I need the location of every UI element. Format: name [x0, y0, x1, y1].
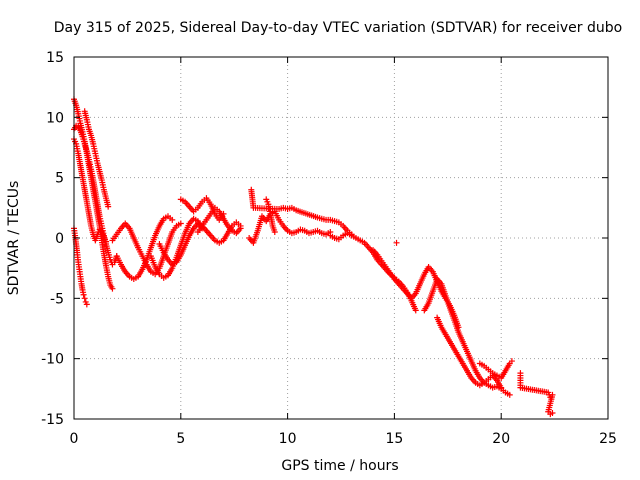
data-points — [71, 96, 556, 418]
y-tick-label: 0 — [55, 231, 64, 247]
axis-ticks: 0 5 10 15 20 25 -15 -10 -5 0 5 10 15 — [41, 50, 617, 447]
data-point — [81, 295, 88, 302]
data-point — [80, 291, 87, 298]
data-point — [498, 384, 505, 391]
grid-layer — [74, 57, 608, 419]
y-tick-label: -15 — [41, 412, 64, 428]
x-tick-label: 15 — [385, 431, 403, 447]
data-point — [169, 216, 176, 223]
x-axis-label: GPS time / hours — [281, 458, 398, 474]
y-tick-label: -5 — [50, 291, 64, 307]
x-tick-label: 25 — [599, 431, 617, 447]
data-point — [506, 391, 513, 398]
data-point — [271, 228, 278, 235]
y-tick-label: 5 — [55, 171, 64, 187]
y-axis-label: SDTVAR / TECUs — [6, 181, 22, 296]
y-tick-label: -10 — [41, 352, 64, 368]
x-tick-label: 0 — [70, 431, 79, 447]
data-point — [393, 239, 400, 246]
data-point — [83, 301, 90, 308]
y-tick-label: 15 — [46, 50, 64, 66]
data-point — [412, 307, 419, 314]
data-point — [508, 358, 515, 365]
data-point — [237, 225, 244, 232]
x-tick-label: 10 — [279, 431, 297, 447]
data-point — [177, 220, 184, 227]
chart-title: Day 315 of 2025, Sidereal Day-to-day VTE… — [54, 20, 622, 36]
data-point — [103, 238, 110, 245]
x-tick-label: 5 — [176, 431, 185, 447]
data-point — [105, 203, 112, 210]
data-point — [109, 285, 116, 292]
y-tick-label: 10 — [46, 110, 64, 126]
x-tick-label: 20 — [492, 431, 510, 447]
data-point — [549, 409, 556, 416]
